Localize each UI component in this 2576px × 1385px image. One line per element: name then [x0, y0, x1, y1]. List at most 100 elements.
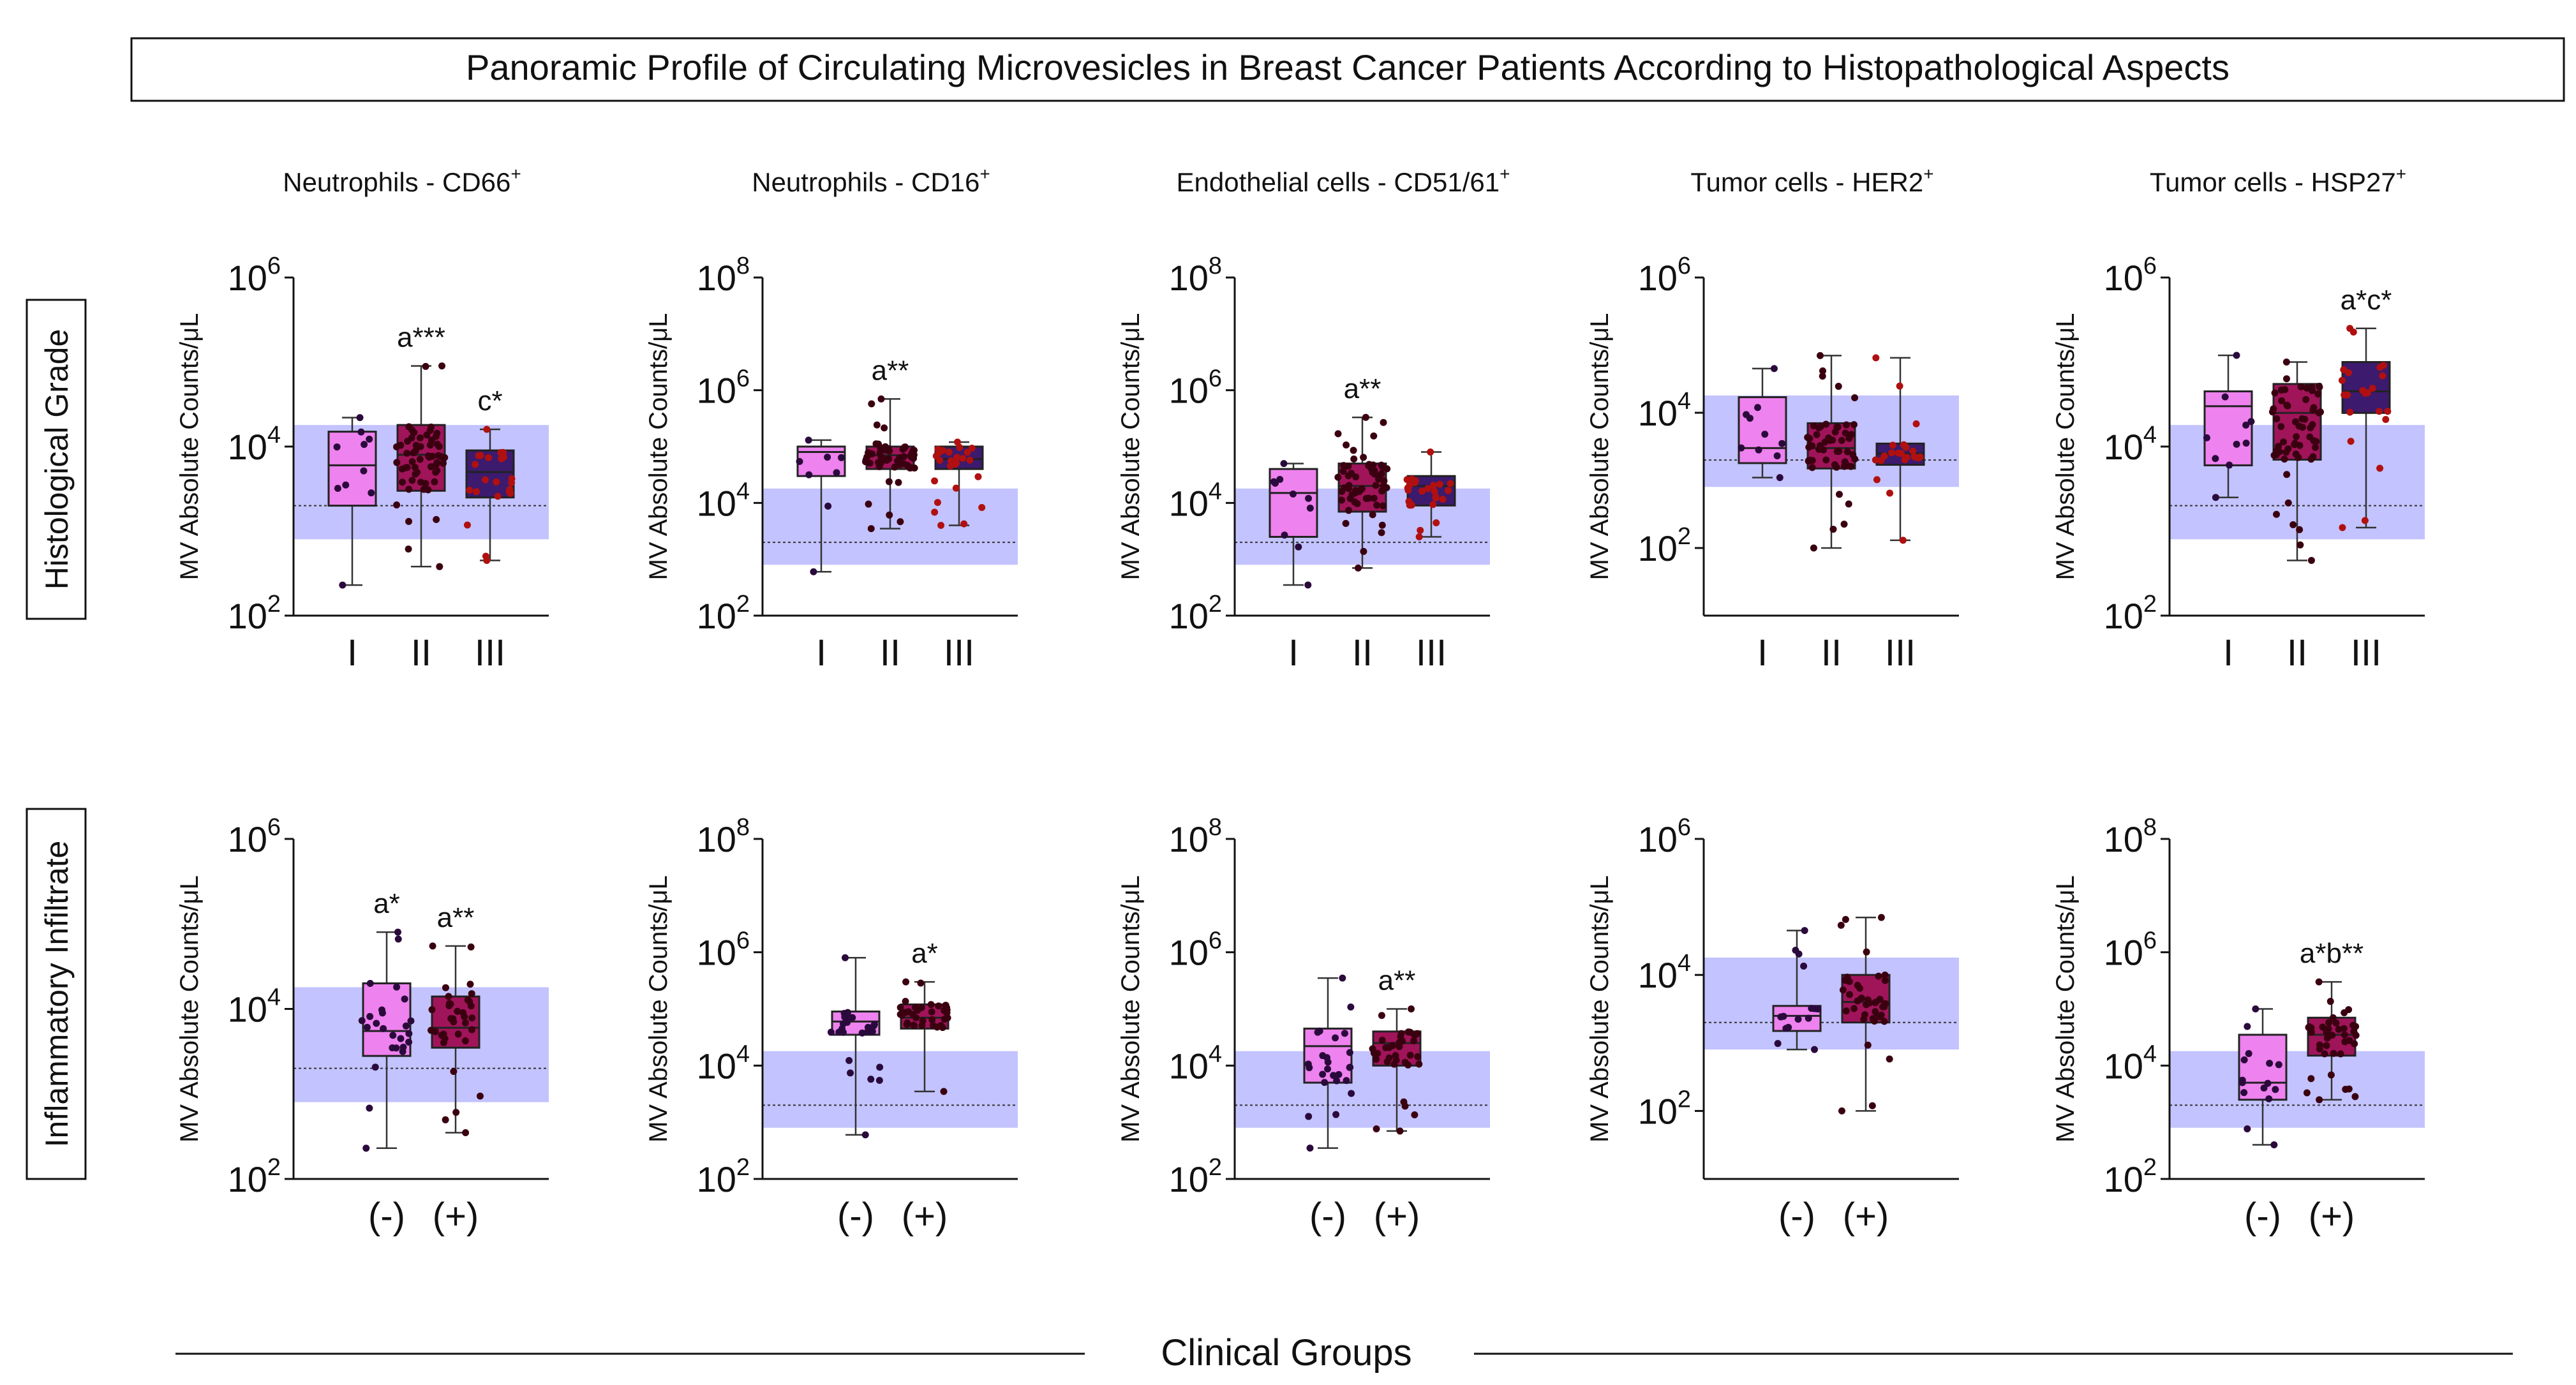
- data-point: [875, 1077, 883, 1085]
- data-point: [2309, 453, 2317, 461]
- data-point: [1289, 490, 1297, 498]
- data-point: [1369, 511, 1376, 519]
- data-point: [928, 1016, 936, 1023]
- data-point: [483, 426, 491, 433]
- data-point: [906, 464, 914, 472]
- data-point: [964, 448, 971, 456]
- data-point: [1880, 1018, 1888, 1025]
- data-point: [867, 1076, 875, 1083]
- data-point: [438, 453, 445, 461]
- data-point: [1397, 1033, 1404, 1041]
- data-point: [463, 521, 471, 529]
- data-point: [393, 459, 401, 466]
- data-point: [468, 990, 475, 998]
- data-point: [466, 981, 474, 988]
- data-point: [1808, 464, 1816, 471]
- panel-4: Tumor cells - HSP27+ MV Absolute Counts/μ…: [2051, 164, 2425, 674]
- data-point: [1396, 1127, 1404, 1135]
- data-point: [1339, 974, 1346, 982]
- data-point: [2307, 424, 2314, 432]
- data-point: [2351, 1040, 2358, 1048]
- data-point: [2291, 418, 2299, 426]
- data-point: [2315, 978, 2323, 986]
- data-point: [897, 518, 904, 526]
- data-point: [399, 1048, 406, 1055]
- y-tick-exponent: 6: [736, 366, 750, 392]
- data-point: [2293, 433, 2300, 441]
- y-tick-exponent: 4: [267, 422, 281, 448]
- data-point: [2270, 452, 2278, 459]
- data-point: [974, 473, 982, 480]
- data-point: [1872, 354, 1880, 362]
- data-point: [1432, 493, 1440, 501]
- data-point: [358, 1017, 366, 1025]
- data-point: [408, 458, 416, 466]
- data-point: [1370, 432, 1378, 440]
- footer-label: Clinical Groups: [1161, 1332, 1411, 1374]
- data-point: [1445, 487, 1452, 494]
- y-axis-label: MV Absolute Counts/μL: [2051, 313, 2080, 581]
- data-point: [357, 428, 365, 436]
- data-point: [2351, 1093, 2359, 1100]
- data-point: [1805, 1014, 1812, 1022]
- data-point: [867, 525, 875, 533]
- y-tick-label: 102: [1169, 591, 1222, 636]
- row-label-inflammatory: Inflammatory Infiltrate: [39, 841, 75, 1148]
- data-point: [1738, 444, 1745, 452]
- y-tick-exponent: 6: [1209, 366, 1222, 392]
- data-point: [1814, 1005, 1822, 1013]
- data-point: [1794, 1016, 1802, 1023]
- data-point: [1385, 1054, 1393, 1062]
- data-point: [2314, 390, 2322, 398]
- data-point: [1429, 482, 1437, 489]
- panel-title: Tumor cells - HER2+: [1690, 164, 1933, 197]
- data-point: [959, 455, 967, 463]
- data-point: [428, 423, 435, 431]
- y-tick-exponent: 2: [736, 591, 750, 618]
- panel-title-superscript: +: [979, 164, 990, 184]
- y-tick-exponent: 2: [1209, 591, 1222, 618]
- data-point: [1372, 482, 1380, 489]
- data-point: [833, 469, 840, 477]
- data-point: [405, 485, 413, 493]
- data-point: [1838, 1107, 1845, 1115]
- data-point: [380, 1025, 387, 1032]
- data-point: [1350, 447, 1357, 454]
- significance-label: a*: [911, 938, 938, 969]
- y-axis-label: MV Absolute Counts/μL: [644, 875, 673, 1143]
- data-point: [2281, 386, 2289, 394]
- data-point: [1380, 418, 1387, 426]
- data-point: [2307, 556, 2315, 564]
- y-tick-label: 104: [1638, 388, 1691, 433]
- data-point: [1324, 1058, 1332, 1066]
- data-point: [2376, 464, 2384, 472]
- data-point: [1319, 1052, 1327, 1060]
- data-point: [1774, 1040, 1782, 1048]
- data-point: [394, 928, 401, 936]
- data-point: [2233, 440, 2240, 448]
- data-point: [1843, 448, 1851, 455]
- data-point: [1773, 452, 1781, 459]
- data-point: [2379, 372, 2386, 380]
- data-point: [1873, 476, 1880, 484]
- data-point: [895, 478, 902, 486]
- significance-label: a**: [1378, 965, 1416, 996]
- data-point: [2337, 1050, 2344, 1058]
- data-point: [2361, 517, 2369, 524]
- data-point: [445, 993, 452, 1000]
- y-tick-exponent: 2: [267, 591, 281, 618]
- data-point: [1378, 529, 1385, 537]
- reference-band: [2170, 1051, 2425, 1128]
- data-point: [378, 1006, 386, 1014]
- x-tick-label: I: [2223, 632, 2233, 674]
- data-point: [1854, 997, 1861, 1005]
- panel-title-superscript: +: [1923, 164, 1933, 184]
- data-point: [2273, 415, 2281, 422]
- data-point: [847, 1069, 854, 1077]
- data-point: [1843, 421, 1850, 429]
- y-tick-exponent: 4: [1209, 478, 1222, 505]
- data-point: [2271, 389, 2279, 397]
- data-point: [1761, 431, 1769, 438]
- data-point: [450, 1067, 458, 1075]
